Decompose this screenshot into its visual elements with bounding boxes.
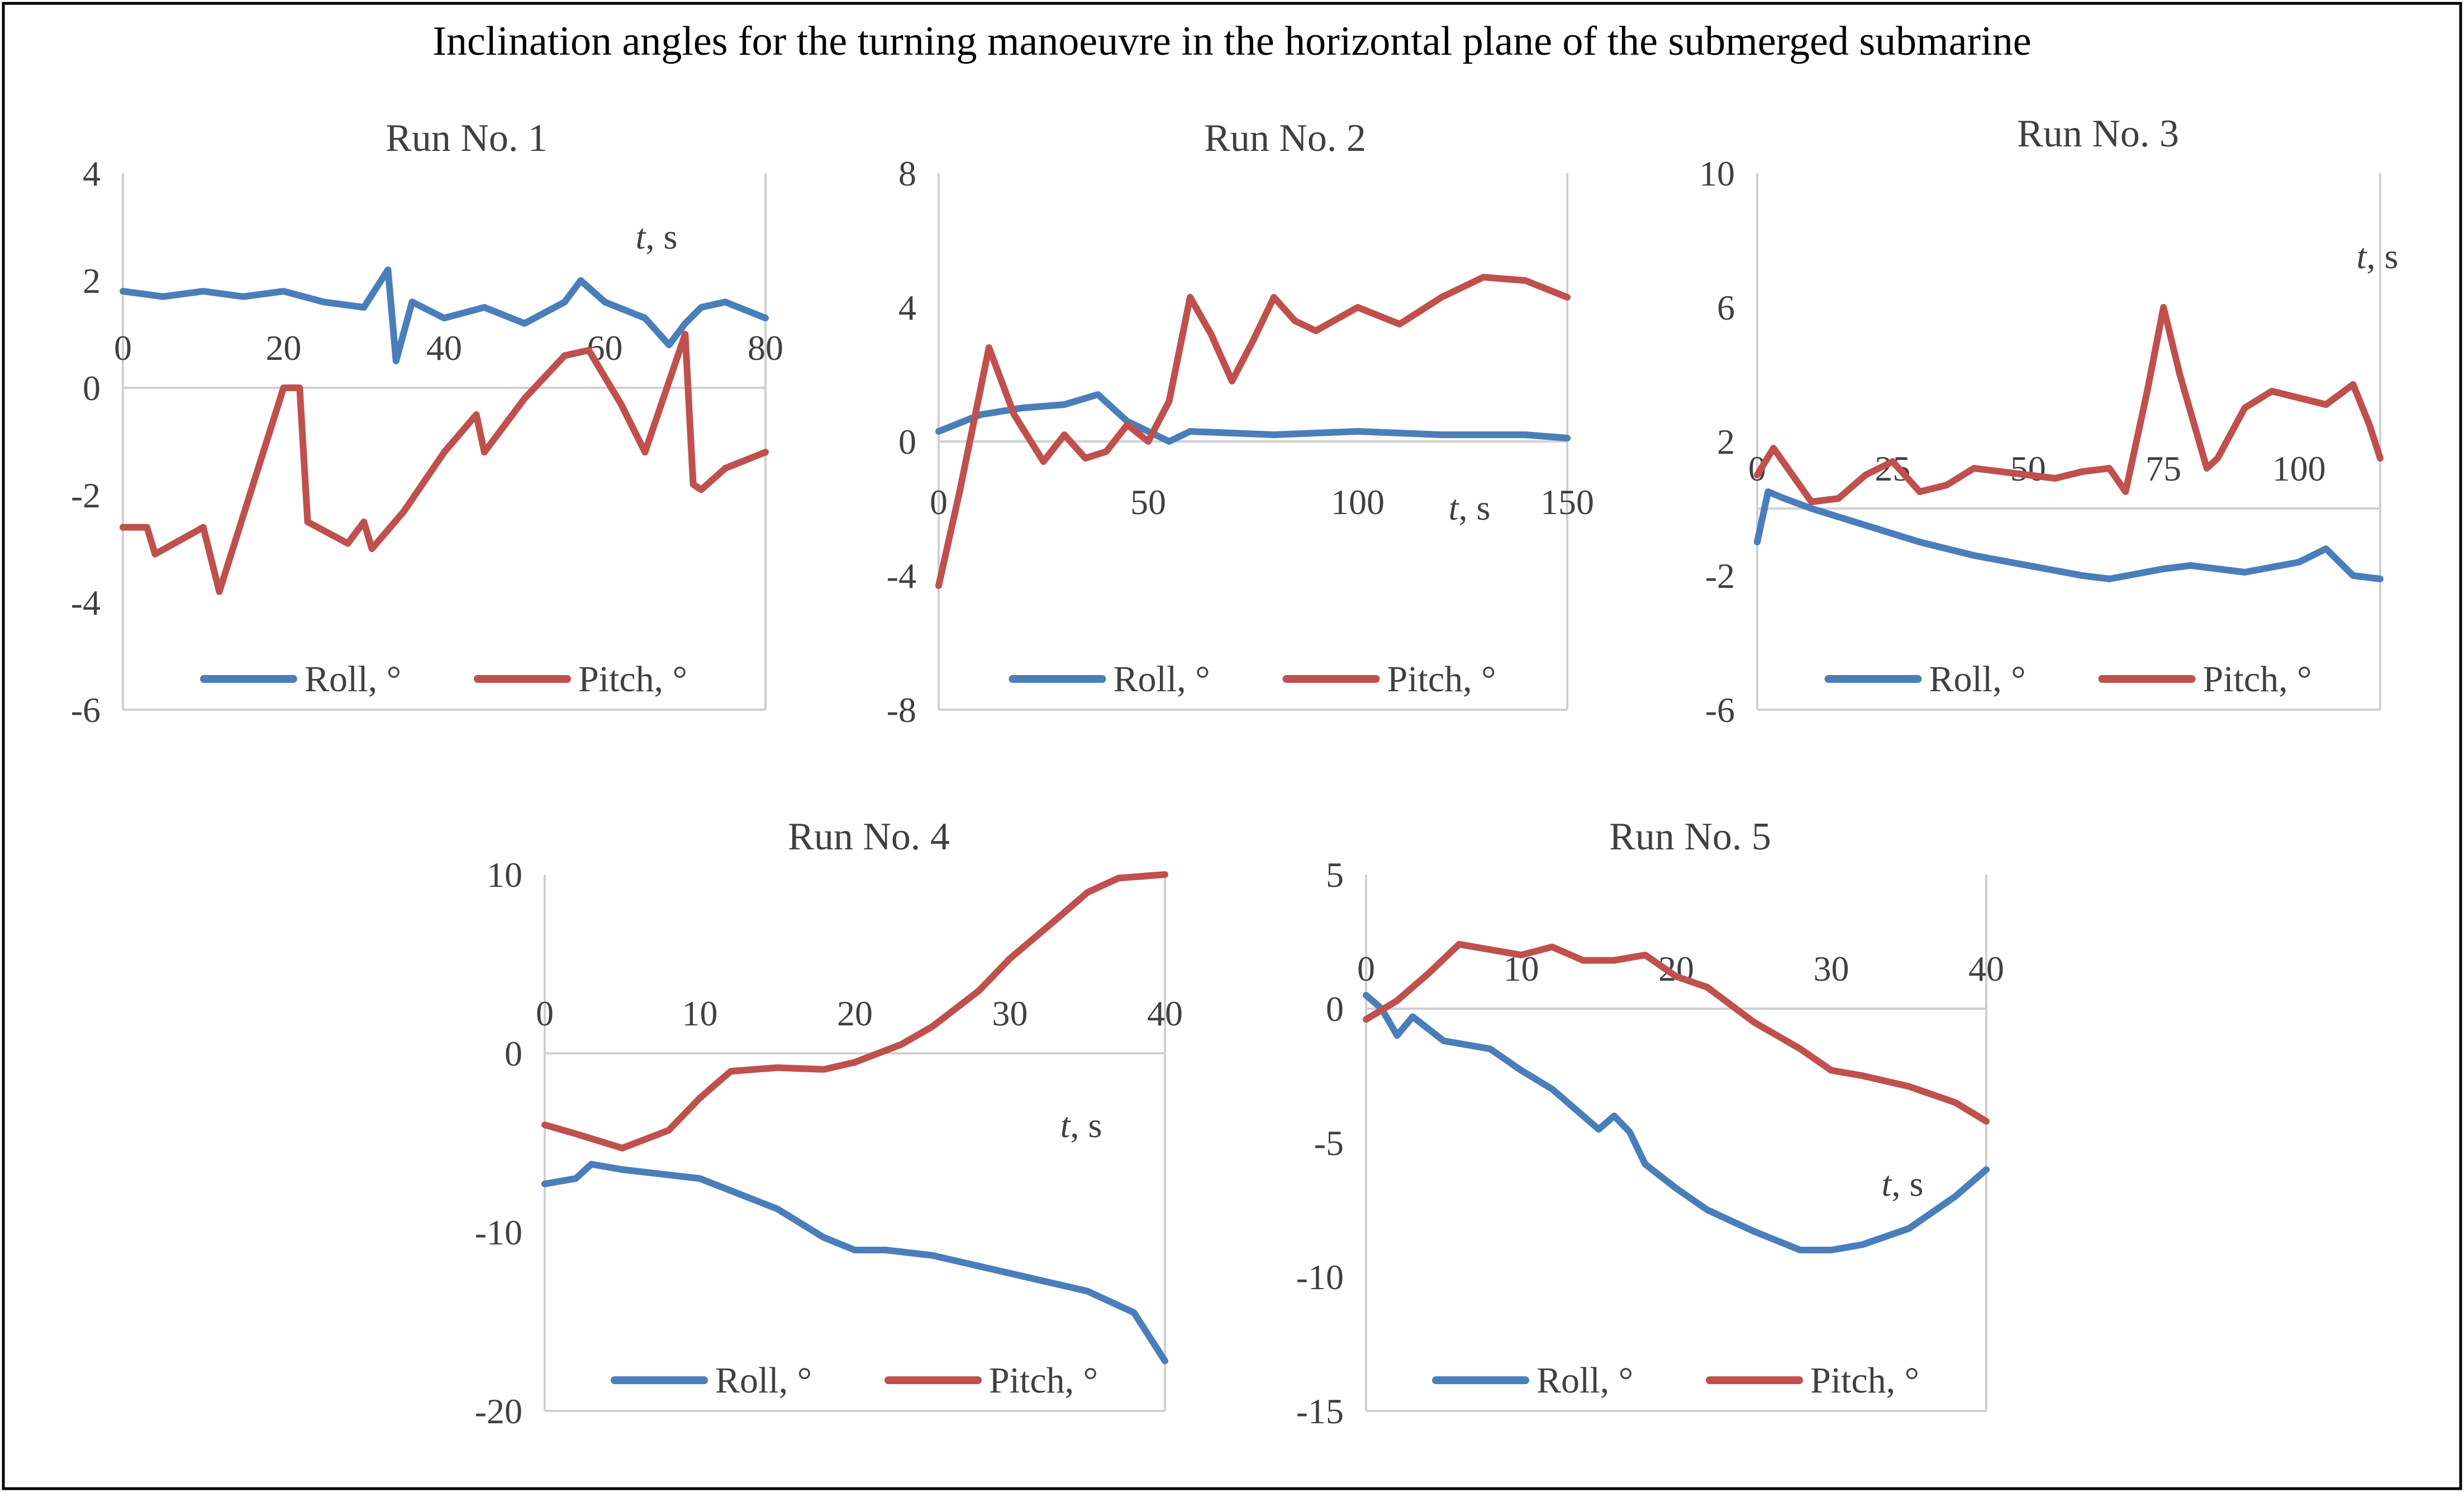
y-tick-label: -6	[1705, 690, 1735, 730]
x-tick-label: 40	[1968, 949, 2004, 989]
y-tick-label: -5	[1314, 1123, 1344, 1163]
x-tick-label: 0	[114, 328, 132, 368]
chart-title: Run No. 5	[1609, 815, 1771, 858]
legend-roll-label: Roll, °	[1114, 659, 1210, 700]
x-tick-label: 20	[266, 328, 302, 368]
x-axis-label: t, s	[636, 217, 678, 256]
y-tick-label: -4	[71, 583, 101, 623]
y-tick-label: -8	[887, 690, 916, 730]
y-tick-label: 8	[898, 154, 916, 193]
legend-pitch-label: Pitch, °	[2203, 659, 2312, 700]
x-tick-label: 40	[1147, 994, 1183, 1033]
y-tick-label: 0	[1326, 989, 1344, 1029]
x-tick-label: 0	[1357, 949, 1375, 989]
series-line-roll	[935, 391, 1571, 445]
y-tick-label: -10	[475, 1213, 522, 1252]
y-tick-label: -2	[71, 476, 101, 515]
y-tick-label: -4	[887, 556, 916, 596]
x-tick-label: 20	[837, 994, 873, 1033]
x-axis-label: t, s	[2357, 236, 2399, 276]
series-line-roll	[120, 266, 769, 364]
legend-pitch-label: Pitch, °	[1387, 659, 1496, 700]
y-tick-label: 6	[1717, 288, 1735, 327]
y-tick-label: -10	[1296, 1257, 1344, 1297]
series-line-roll	[1363, 992, 1990, 1253]
y-tick-label: 10	[1699, 154, 1735, 193]
chart-title: Run No. 3	[2017, 112, 2179, 155]
x-tick-label: 50	[1130, 482, 1166, 522]
series-line-roll	[1754, 488, 2384, 582]
x-tick-label: 0	[930, 482, 948, 522]
x-tick-label: 50	[2010, 449, 2046, 488]
chart-4: Run No. 4 10 0 -10 -20 0 10 20 30 40 t, s Roll, ° Pi…	[475, 815, 1183, 1431]
y-tick-label: 2	[83, 261, 101, 301]
legend-pitch-label: Pitch, °	[989, 1360, 1098, 1401]
y-tick-label: -2	[1705, 556, 1735, 596]
y-tick-label: 5	[1326, 855, 1344, 895]
series-line-pitch	[541, 871, 1168, 1152]
series-line-pitch	[1754, 304, 2384, 505]
x-tick-label: 30	[1814, 949, 1849, 989]
y-tick-label: 0	[505, 1034, 522, 1073]
y-tick-label: 2	[1717, 422, 1735, 462]
series-line-pitch	[1363, 940, 1990, 1125]
legend-roll-label: Roll, °	[715, 1360, 812, 1401]
y-tick-label: 0	[898, 422, 916, 462]
y-tick-label: 4	[83, 154, 101, 193]
legend-roll-label: Roll, °	[1929, 659, 2026, 700]
y-tick-label: -15	[1296, 1391, 1344, 1431]
x-tick-label: 40	[426, 328, 462, 368]
x-axis-label: t, s	[1060, 1105, 1102, 1145]
chart-title: Run No. 2	[1204, 117, 1366, 160]
x-tick-label: 10	[682, 994, 718, 1033]
x-axis-label: t, s	[1449, 488, 1491, 528]
x-tick-label: 80	[748, 328, 783, 368]
series-line-roll	[541, 1161, 1168, 1365]
legend-pitch-label: Pitch, °	[578, 659, 687, 700]
series-line-pitch	[935, 274, 1571, 589]
y-tick-label: 0	[83, 368, 101, 408]
y-tick-label: -6	[71, 690, 101, 730]
series-line-pitch	[120, 331, 769, 595]
legend-pitch-label: Pitch, °	[1810, 1360, 1919, 1401]
x-tick-label: 75	[2146, 449, 2181, 488]
x-tick-label: 100	[2272, 449, 2326, 488]
legend-roll-label: Roll, °	[1537, 1360, 1633, 1401]
x-axis-label: t, s	[1882, 1164, 1924, 1204]
x-tick-label: 150	[1540, 482, 1594, 522]
x-tick-label: 100	[1331, 482, 1385, 522]
x-tick-label: 30	[992, 994, 1028, 1033]
y-tick-label: 4	[898, 288, 916, 327]
y-tick-label: 10	[487, 855, 522, 895]
legend-roll-label: Roll, °	[305, 659, 401, 700]
y-tick-label: -20	[475, 1391, 522, 1431]
figure-title: Inclination angles for the turning manoe…	[432, 18, 2031, 64]
chart-title: Run No. 4	[788, 815, 950, 858]
chart-title: Run No. 1	[386, 117, 548, 160]
chart-2: Run No. 2 8 4 0 -4 -8 0 50 100 150 t, s Roll, ° Pitc…	[887, 117, 1594, 730]
x-tick-label: 0	[536, 994, 554, 1033]
